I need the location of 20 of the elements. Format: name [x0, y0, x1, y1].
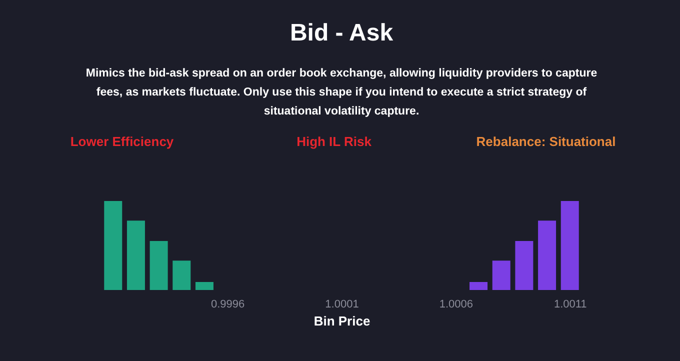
- bar: [492, 260, 510, 290]
- bar: [470, 282, 488, 290]
- bar: [104, 201, 122, 290]
- x-tick-label: 1.0001: [325, 298, 359, 310]
- bar: [126, 220, 145, 290]
- x-tick-label: 1.0011: [554, 298, 587, 310]
- bar: [195, 282, 214, 290]
- text: High IL Risk: [296, 134, 372, 149]
- x-axis-title: Bin Price: [314, 314, 370, 328]
- chart-title: Bid - Ask: [290, 20, 394, 46]
- bar: [515, 241, 534, 290]
- x-tick-label: 0.9996: [210, 298, 245, 310]
- bar: [150, 241, 168, 290]
- x-tick-label: 1.0006: [439, 298, 474, 310]
- chart-subtitle: Mimics the bid-ask spread on an order book exchange, allowing liquidity providers to capture fees, as markets fluctuate. Only use this shape if you intend to execute a strict strategy of situational volatility capture.: [86, 68, 598, 118]
- text: Rebalance: Situational: [476, 134, 616, 149]
- bar: [172, 260, 191, 290]
- bar: [538, 220, 556, 290]
- text: Lower Efficiency: [70, 134, 174, 149]
- bar: [560, 201, 579, 290]
